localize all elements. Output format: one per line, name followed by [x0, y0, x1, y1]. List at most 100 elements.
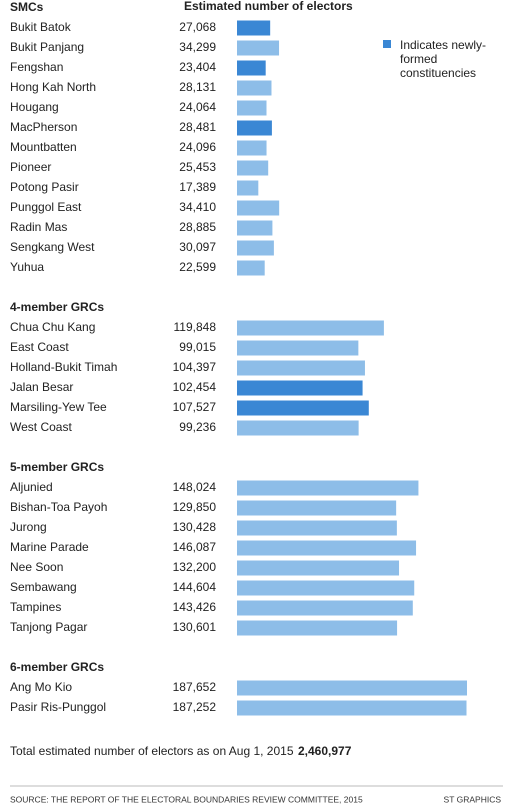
value-label: 34,410: [179, 200, 216, 214]
value-label: 25,453: [179, 160, 216, 174]
group-header: 4-member GRCs: [10, 300, 104, 314]
bar: [237, 540, 417, 556]
bar: [237, 200, 280, 216]
category-label: Pioneer: [10, 160, 51, 174]
value-label: 187,652: [173, 680, 217, 694]
category-label: Tampines: [10, 600, 61, 614]
value-label: 129,850: [173, 500, 217, 514]
legend-swatch: [383, 40, 391, 48]
value-label: 143,426: [173, 600, 217, 614]
bar: [237, 180, 259, 196]
category-label: Potong Pasir: [10, 180, 79, 194]
value-label: 28,481: [179, 120, 216, 134]
value-label: 17,389: [179, 180, 216, 194]
legend-text: Indicates newly-formed constituencies: [400, 38, 487, 80]
bar: [237, 380, 363, 396]
category-label: Chua Chu Kang: [10, 320, 95, 334]
group-header: 6-member GRCs: [10, 660, 104, 674]
value-label: 130,601: [173, 620, 217, 634]
group-header: SMCs: [10, 0, 44, 14]
bar: [237, 260, 265, 276]
value-label: 132,200: [173, 560, 217, 574]
category-label: Radin Mas: [10, 220, 67, 234]
bar: [237, 360, 365, 376]
value-label: 119,848: [174, 320, 217, 334]
category-label: Jurong: [10, 520, 47, 534]
bar: [237, 40, 280, 56]
value-label: 144,604: [173, 580, 217, 594]
bar: [237, 20, 271, 36]
category-label: Marsiling-Yew Tee: [10, 400, 107, 414]
bar: [237, 320, 384, 336]
source: SOURCE: THE REPORT OF THE ELECTORAL BOUN…: [10, 794, 363, 804]
category-label: MacPherson: [10, 120, 77, 134]
bar: [237, 240, 274, 256]
bar: [237, 160, 269, 176]
category-label: Aljunied: [10, 480, 53, 494]
value-label: 30,097: [179, 240, 216, 254]
category-label: Hong Kah North: [10, 80, 96, 94]
category-label: Hougang: [10, 100, 59, 114]
bar: [237, 580, 415, 596]
bar: [237, 80, 272, 96]
bar: [237, 340, 359, 356]
category-label: Punggol East: [10, 200, 82, 214]
bar: [237, 60, 266, 76]
value-header: Estimated number of electors: [184, 0, 353, 13]
value-label: 146,087: [173, 540, 217, 554]
total-label: Total estimated number of electors as on…: [10, 744, 294, 758]
bar: [237, 620, 398, 636]
bar: [237, 680, 467, 696]
category-label: West Coast: [10, 420, 72, 434]
bar: [237, 220, 273, 236]
value-label: 99,015: [179, 340, 216, 354]
bar: [237, 140, 267, 156]
category-label: East Coast: [10, 340, 69, 354]
category-label: Sembawang: [10, 580, 77, 594]
category-label: Bishan-Toa Payoh: [10, 500, 107, 514]
bar: [237, 500, 397, 516]
category-label: Bukit Batok: [10, 20, 72, 34]
category-label: Fengshan: [10, 60, 63, 74]
category-label: Mountbatten: [10, 140, 77, 154]
bar: [237, 520, 397, 536]
category-label: Ang Mo Kio: [10, 680, 72, 694]
value-label: 148,024: [173, 480, 217, 494]
value-label: 28,885: [179, 220, 216, 234]
value-label: 34,299: [179, 40, 216, 54]
bar: [237, 700, 467, 716]
value-label: 22,599: [179, 260, 216, 274]
value-label: 187,252: [173, 700, 217, 714]
bar: [237, 420, 359, 436]
category-label: Pasir Ris-Punggol: [10, 700, 106, 714]
category-label: Yuhua: [10, 260, 44, 274]
value-label: 23,404: [179, 60, 216, 74]
bar: [237, 400, 369, 416]
category-label: Marine Parade: [10, 540, 89, 554]
bar: [237, 600, 413, 616]
value-label: 104,397: [173, 360, 217, 374]
bar: [237, 560, 400, 576]
value-label: 24,096: [179, 140, 216, 154]
value-label: 102,454: [173, 380, 217, 394]
bar: [237, 480, 419, 496]
category-label: Nee Soon: [10, 560, 63, 574]
category-label: Bukit Panjang: [10, 40, 84, 54]
category-label: Tanjong Pagar: [10, 620, 87, 634]
value-label: 27,068: [179, 20, 216, 34]
value-label: 130,428: [173, 520, 217, 534]
value-label: 107,527: [173, 400, 217, 414]
total-value: 2,460,977: [298, 744, 352, 758]
value-label: 24,064: [179, 100, 216, 114]
value-label: 99,236: [179, 420, 216, 434]
category-label: Holland-Bukit Timah: [10, 360, 117, 374]
bar: [237, 120, 272, 136]
bar: [237, 100, 267, 116]
group-header: 5-member GRCs: [10, 460, 104, 474]
value-label: 28,131: [179, 80, 216, 94]
credit: ST GRAPHICS: [444, 794, 502, 804]
category-label: Jalan Besar: [10, 380, 73, 394]
category-label: Sengkang West: [10, 240, 95, 254]
